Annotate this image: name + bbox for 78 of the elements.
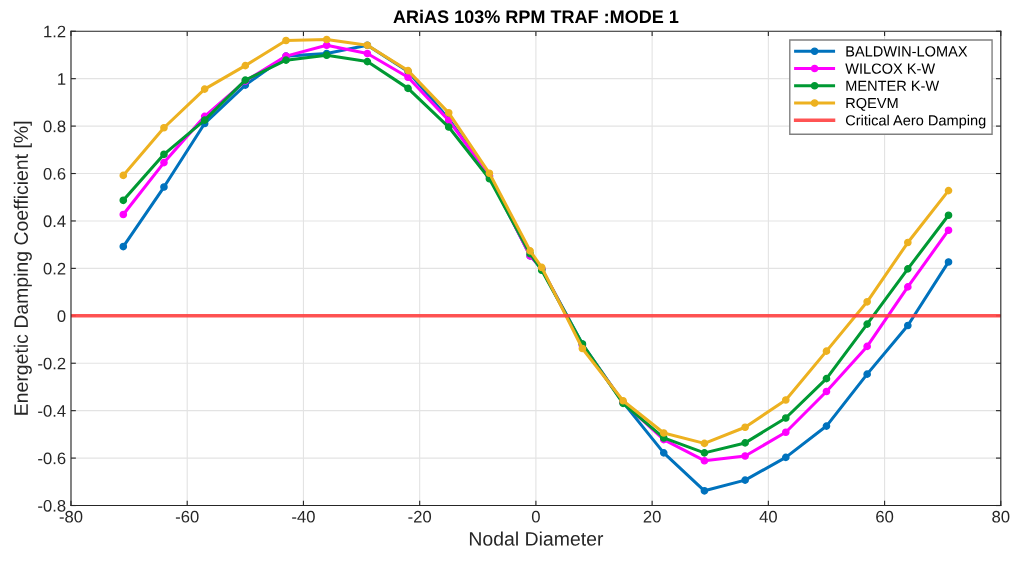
point (944, 186, 953, 195)
y-axis-title: Energetic Damping Coefficient [%] (13, 121, 32, 415)
point (904, 283, 912, 291)
point (822, 422, 831, 430)
y-tick-label: -0.6 (38, 452, 66, 465)
point (444, 123, 453, 131)
point (700, 439, 709, 448)
point (282, 56, 290, 64)
y-tick-label: 0.8 (43, 120, 66, 133)
point (322, 35, 331, 44)
point (160, 123, 168, 132)
point (700, 486, 709, 495)
point (781, 453, 790, 462)
legend-label: WILCOX K-W (845, 63, 936, 74)
point (282, 36, 290, 45)
point (119, 171, 128, 180)
point (944, 226, 953, 235)
point (822, 347, 831, 355)
y-tick-label: 1.2 (44, 25, 66, 38)
point (741, 452, 749, 460)
x-tick-label: 20 (643, 510, 661, 523)
y-tick-label: -0.2 (38, 357, 66, 370)
y-tick-label: 0.4 (43, 215, 66, 228)
point (444, 108, 453, 117)
x-tick-label: -40 (292, 510, 315, 523)
legend-label: MENTER K-W (846, 80, 940, 91)
y-tick-label: 0.2 (43, 262, 66, 275)
point (863, 342, 871, 351)
point (904, 265, 912, 273)
point (404, 73, 412, 82)
x-tick-label: 60 (876, 510, 894, 523)
point (741, 439, 749, 447)
point (822, 387, 831, 396)
y-tick-label: 1 (58, 73, 66, 85)
point (200, 116, 209, 124)
point (904, 238, 912, 247)
legend-label: BALDWIN-LOMAX (846, 46, 968, 57)
point (741, 476, 749, 484)
point (944, 258, 953, 266)
point (822, 374, 831, 383)
x-axis-title: Nodal Diameter (469, 531, 604, 546)
x-tick-label: 40 (759, 510, 777, 523)
point (363, 57, 372, 66)
point (363, 49, 372, 58)
y-tick-label: -0.8 (38, 499, 66, 512)
legend-label: Critical Aero Damping (845, 114, 986, 129)
point (200, 85, 209, 93)
point (863, 320, 871, 328)
point (863, 297, 871, 306)
point (863, 370, 871, 378)
point (700, 449, 709, 457)
y-tick-label: 0 (57, 310, 66, 323)
point (119, 196, 128, 205)
point (781, 396, 790, 404)
point (944, 211, 953, 220)
x-tick-label: 80 (992, 510, 1010, 523)
x-tick-label: -80 (59, 510, 83, 523)
point (781, 428, 790, 437)
point (160, 150, 168, 159)
x-tick-label: -20 (408, 510, 432, 523)
point (119, 242, 128, 251)
point (741, 423, 749, 432)
point (119, 210, 128, 219)
point (904, 321, 912, 330)
point (781, 414, 790, 422)
x-tick-label: 0 (531, 510, 540, 523)
point (160, 183, 168, 191)
x-tick-label: -60 (175, 510, 199, 523)
y-tick-label: 0.6 (43, 167, 66, 180)
chart-title: ARiAS 103% RPM TRAF :MODE 1 (393, 9, 679, 24)
legend-label: RQEVM (846, 97, 898, 111)
y-tick-label: -0.4 (38, 405, 66, 417)
point (700, 456, 709, 465)
point (241, 61, 250, 70)
point (404, 84, 412, 93)
point (160, 158, 168, 167)
point (659, 449, 668, 457)
point (659, 429, 668, 437)
